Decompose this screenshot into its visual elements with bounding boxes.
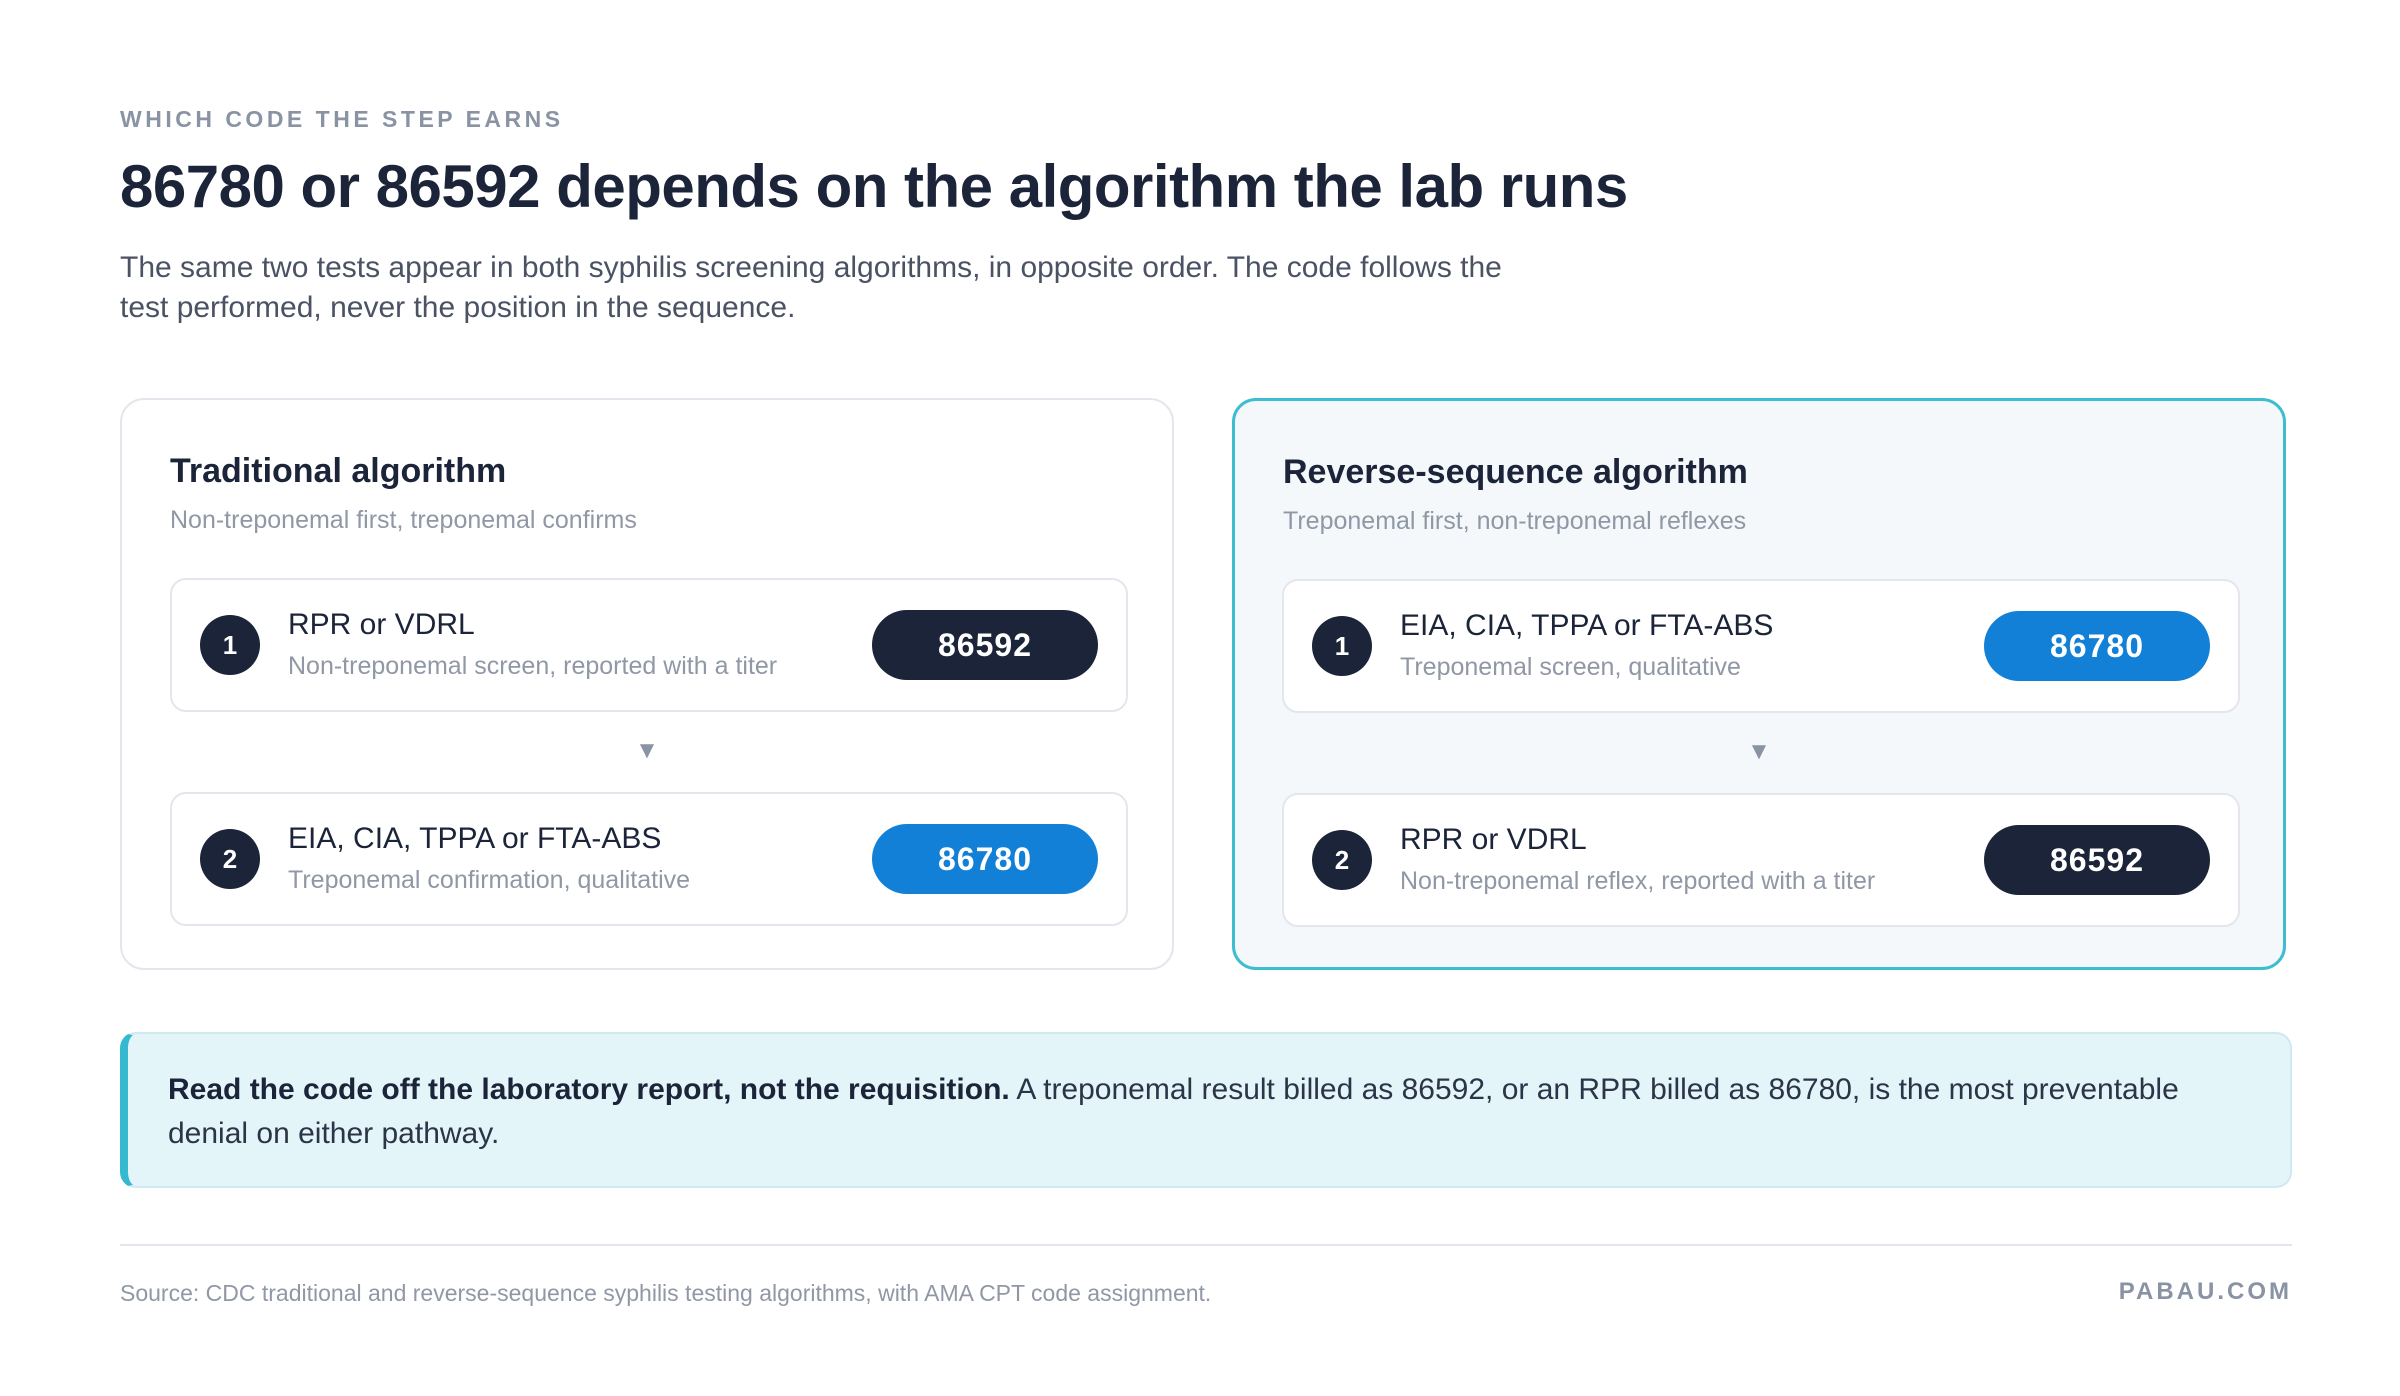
- step-test-name: RPR or VDRL: [1400, 823, 1587, 856]
- step-test-name: EIA, CIA, TPPA or FTA-ABS: [288, 822, 662, 855]
- step-number-badge: 2: [200, 829, 260, 889]
- panel-subtitle: Treponemal first, non-treponemal reflexe…: [1283, 507, 1747, 535]
- page-title: 86780 or 86592 depends on the algorithm …: [120, 153, 1628, 220]
- cpt-code-pill: 86592: [872, 610, 1098, 680]
- infographic: WHICH CODE THE STEP EARNS 86780 or 86592…: [120, 0, 2292, 1396]
- brand-wordmark: PABAU.COM: [2118, 1278, 2292, 1305]
- step-test-name: EIA, CIA, TPPA or FTA-ABS: [1400, 609, 1774, 642]
- down-arrow-icon: ▼: [1747, 738, 1771, 765]
- step-number-badge: 1: [200, 615, 260, 675]
- down-arrow-icon: ▼: [635, 737, 659, 764]
- step-description: Non-treponemal screen, reported with a t…: [288, 652, 778, 680]
- step-number-badge: 1: [1312, 616, 1372, 676]
- callout-body-text: A treponemal result billed as 86592, or …: [168, 1073, 2179, 1150]
- step-card: 1 EIA, CIA, TPPA or FTA-ABS Treponemal s…: [1282, 579, 2240, 713]
- step-test-name: RPR or VDRL: [288, 608, 475, 641]
- footer-divider: [120, 1244, 2292, 1246]
- cpt-code-pill: 86780: [1984, 611, 2210, 681]
- callout-text: Read the code off the laboratory report,…: [168, 1068, 2250, 1156]
- traditional-algorithm-panel: Traditional algorithm Non-treponemal fir…: [120, 398, 1174, 970]
- step-description: Treponemal confirmation, qualitative: [288, 866, 691, 894]
- callout-note: Read the code off the laboratory report,…: [120, 1032, 2292, 1188]
- step-card: 2 EIA, CIA, TPPA or FTA-ABS Treponemal c…: [170, 792, 1128, 926]
- cpt-code-pill: 86592: [1984, 825, 2210, 895]
- eyebrow-label: WHICH CODE THE STEP EARNS: [120, 106, 564, 132]
- step-description: Non-treponemal reflex, reported with a t…: [1400, 867, 1876, 895]
- page-subtitle: The same two tests appear in both syphil…: [120, 251, 1502, 324]
- source-citation: Source: CDC traditional and reverse-sequ…: [120, 1280, 1212, 1306]
- step-description: Treponemal screen, qualitative: [1400, 653, 1741, 681]
- panel-subtitle: Non-treponemal first, treponemal confirm…: [170, 506, 637, 534]
- step-card: 1 RPR or VDRL Non-treponemal screen, rep…: [170, 578, 1128, 712]
- reverse-sequence-algorithm-panel: Reverse-sequence algorithm Treponemal fi…: [1232, 398, 2286, 970]
- panel-title: Reverse-sequence algorithm: [1283, 453, 1748, 491]
- panel-title: Traditional algorithm: [170, 452, 507, 490]
- step-card: 2 RPR or VDRL Non-treponemal reflex, rep…: [1282, 793, 2240, 927]
- step-number-badge: 2: [1312, 830, 1372, 890]
- callout-bold-text: Read the code off the laboratory report,…: [168, 1073, 1010, 1106]
- cpt-code-pill: 86780: [872, 824, 1098, 894]
